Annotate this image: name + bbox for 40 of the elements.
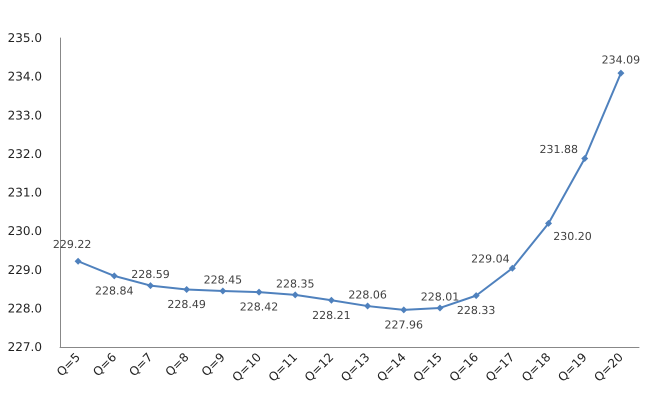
data-label: 228.33 — [456, 304, 496, 318]
data-label: 228.59 — [131, 268, 170, 282]
point — [256, 288, 263, 296]
point — [219, 287, 226, 294]
data-label: 227.96 — [384, 318, 424, 332]
y-tick-label: 227.0 — [8, 340, 42, 354]
data-label: 230.20 — [553, 230, 592, 243]
y-tick-label: 230.0 — [8, 224, 42, 238]
data-label: 231.88 — [539, 143, 578, 156]
point — [400, 306, 408, 314]
y-tick-label: 234.0 — [8, 70, 42, 84]
point — [110, 272, 118, 280]
data-label: 228.21 — [312, 308, 351, 322]
y-tick-label: 231.0 — [8, 186, 42, 200]
data-label: 228.06 — [348, 288, 387, 302]
point — [581, 155, 588, 162]
data-label: 228.35 — [276, 277, 314, 290]
point — [364, 302, 372, 310]
point — [74, 258, 82, 265]
point — [146, 282, 154, 290]
data-label: 228.42 — [240, 300, 278, 314]
data-label: 228.84 — [95, 284, 134, 298]
data-label: 228.01 — [420, 290, 460, 304]
y-tick-label: 235.0 — [8, 31, 42, 45]
point — [472, 292, 480, 300]
point — [617, 70, 624, 77]
y-tick-label: 233.0 — [8, 108, 42, 122]
data-label: 229.04 — [471, 252, 510, 266]
point — [545, 220, 552, 227]
data-label: 234.09 — [602, 54, 640, 67]
data-label: 228.49 — [167, 298, 206, 311]
y-tick-label: 232.0 — [8, 146, 42, 161]
y-tick-label: 228.0 — [8, 301, 42, 316]
point — [508, 264, 516, 272]
point — [292, 291, 299, 298]
data-label: 228.45 — [204, 273, 242, 286]
y-tick-label: 229.0 — [8, 262, 42, 277]
point — [328, 296, 335, 304]
point — [436, 304, 444, 312]
point — [183, 286, 190, 293]
